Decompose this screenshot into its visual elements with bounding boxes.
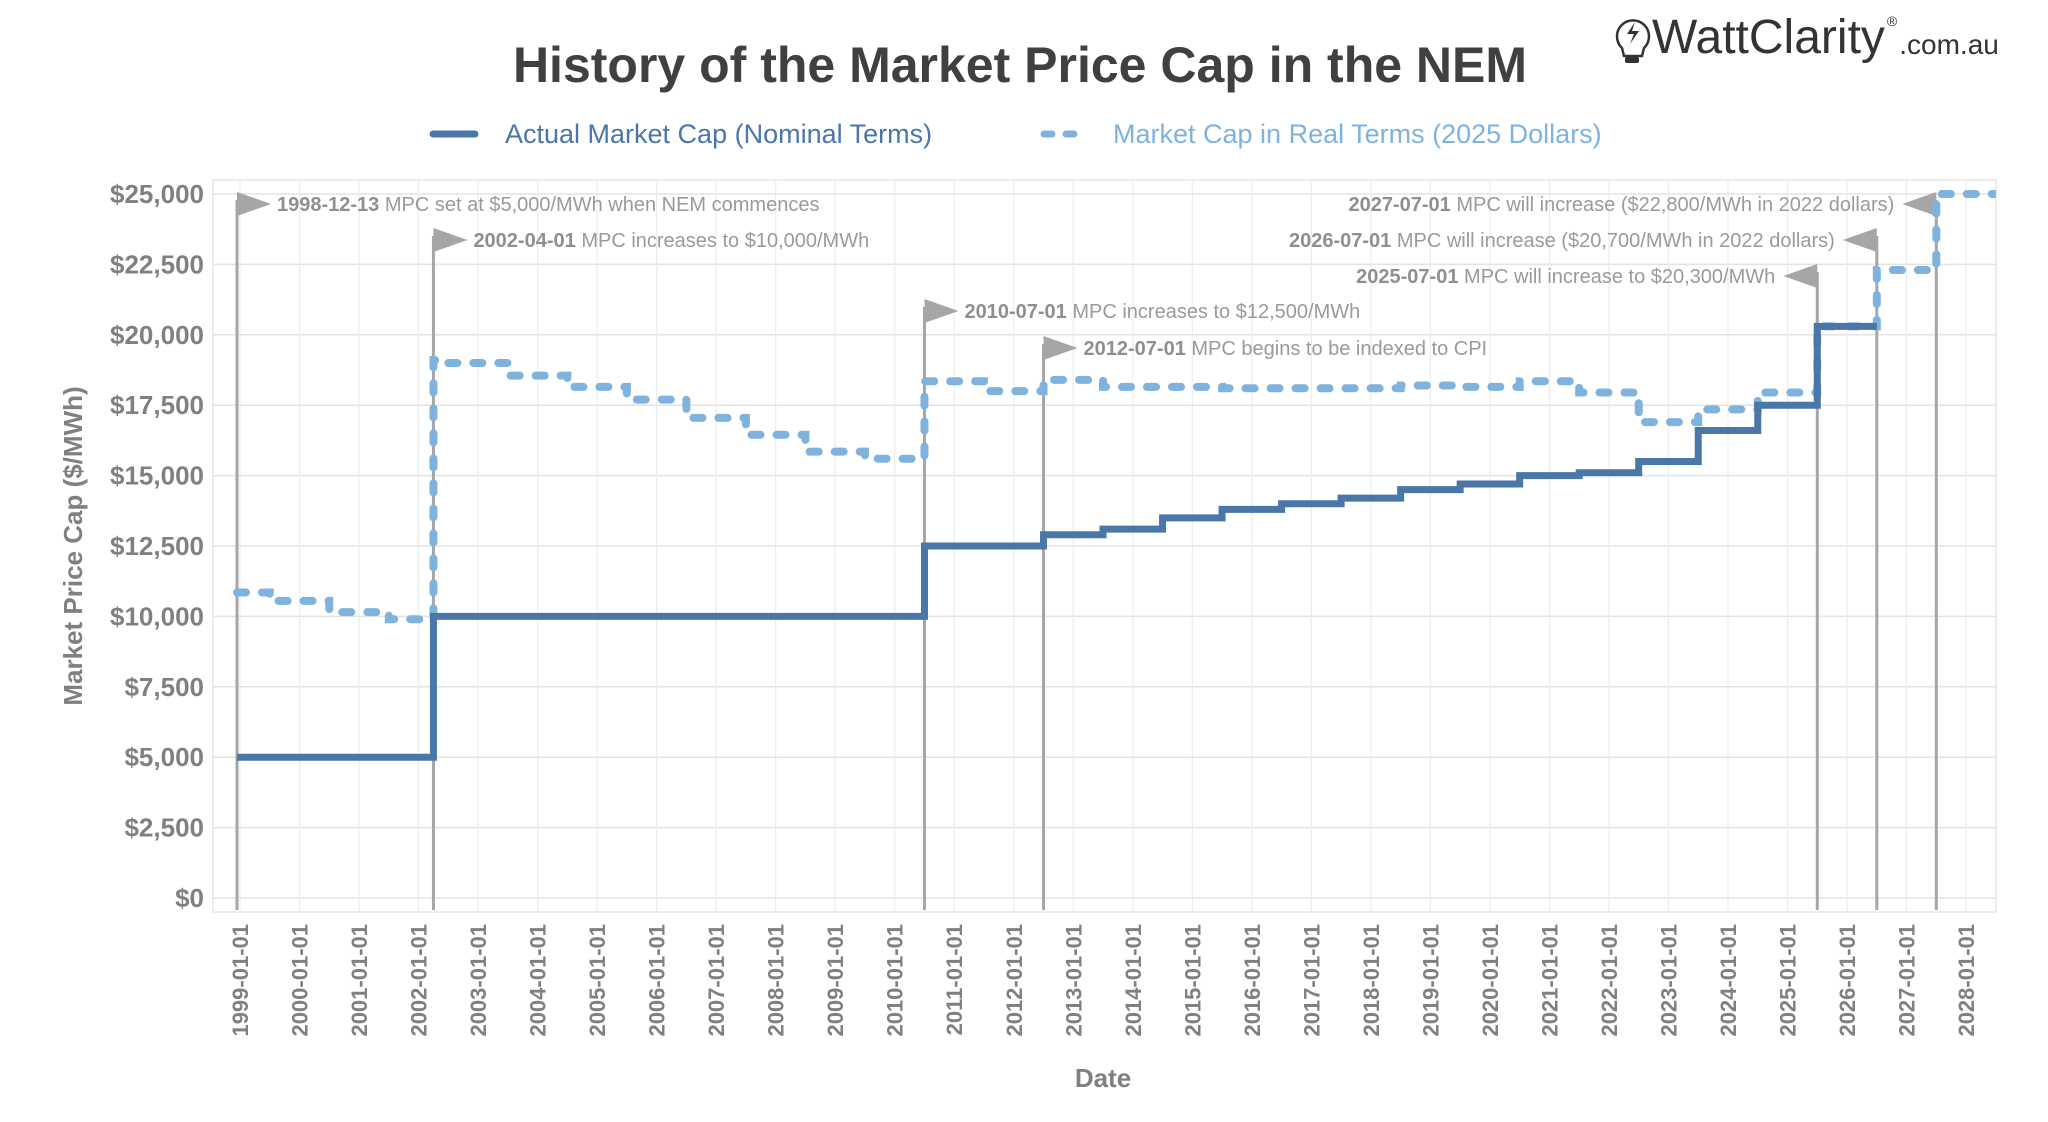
lightbulb-icon — [1615, 19, 1651, 63]
y-tick-label: $10,000 — [110, 601, 204, 631]
x-tick-label: 2007-01-01 — [704, 924, 729, 1037]
chart-title: History of the Market Price Cap in the N… — [513, 37, 1527, 93]
x-tick-label: 1999-01-01 — [228, 924, 253, 1037]
series-line-real — [232, 190, 1998, 624]
flag-icon — [1783, 264, 1818, 288]
flag-icon — [1842, 228, 1877, 252]
x-tick-label: 2016-01-01 — [1240, 924, 1265, 1037]
x-tick-label: 2002-01-01 — [407, 924, 432, 1037]
annotation-flag: 2025-07-01 MPC will increase to $20,300/… — [1356, 264, 1819, 910]
legend: Actual Market Cap (Nominal Terms) Market… — [429, 119, 1602, 149]
annotations: 1998-12-13 MPC set at $5,000/MWh when NE… — [235, 192, 1938, 910]
logo-suffix: .com.au — [1899, 29, 1999, 60]
x-tick-label: 2006-01-01 — [645, 924, 670, 1037]
x-tick-label: 2012-01-01 — [1002, 924, 1027, 1037]
x-tick-label: 2022-01-01 — [1597, 924, 1622, 1037]
logo-brand: WattClarity — [1652, 11, 1885, 64]
y-tick-label: $5,000 — [124, 742, 204, 772]
x-tick-label: 2021-01-01 — [1537, 924, 1562, 1037]
x-tick-label: 2028-01-01 — [1954, 924, 1979, 1037]
annotation-label: 2025-07-01 MPC will increase to $20,300/… — [1356, 266, 1775, 288]
series-line-nominal — [236, 322, 1877, 761]
y-tick-label: $22,500 — [110, 249, 204, 279]
annotation-label: 1998-12-13 MPC set at $5,000/MWh when NE… — [277, 194, 819, 216]
x-tick-label: 2027-01-01 — [1895, 924, 1920, 1037]
y-tick-label: $17,500 — [110, 390, 204, 420]
x-tick-label: 2008-01-01 — [764, 924, 789, 1037]
annotation-flag: 2026-07-01 MPC will increase ($20,700/MW… — [1289, 228, 1879, 910]
x-axis-ticks: 1999-01-01 2000-01-01 2001-01-01 2002-01-01… — [228, 924, 1979, 1037]
x-tick-label: 2011-01-01 — [942, 924, 967, 1035]
annotation-label: 2026-07-01 MPC will increase ($20,700/MW… — [1289, 230, 1835, 252]
x-tick-label: 2017-01-01 — [1299, 924, 1324, 1037]
x-tick-label: 2015-01-01 — [1180, 924, 1205, 1037]
legend-item-real[interactable]: Market Cap in Real Terms (2025 Dollars) — [1040, 119, 1602, 149]
logo: WattClarity ® .com.au — [1615, 11, 1999, 64]
legend-label-nominal: Actual Market Cap (Nominal Terms) — [505, 119, 932, 149]
flag-icon — [924, 299, 959, 323]
y-tick-label: $25,000 — [110, 179, 204, 209]
annotation-label: 2012-07-01 MPC begins to be indexed to C… — [1084, 338, 1488, 360]
x-tick-label: 2001-01-01 — [347, 924, 372, 1037]
annotation-flag: 1998-12-13 MPC set at $5,000/MWh when NE… — [235, 192, 819, 910]
x-tick-label: 2018-01-01 — [1359, 924, 1384, 1037]
y-axis-ticks: $0 $2,500 $5,000 $7,500 $10,000 $12,500 $15,00… — [110, 179, 204, 913]
y-tick-label: $20,000 — [110, 320, 204, 350]
x-tick-label: 2019-01-01 — [1418, 924, 1443, 1037]
x-tick-label: 2026-01-01 — [1835, 924, 1860, 1037]
annotation-flag: 2002-04-01 MPC increases to $10,000/MWh — [431, 228, 869, 910]
annotation-flag: 2012-07-01 MPC begins to be indexed to C… — [1042, 336, 1488, 910]
x-tick-label: 2009-01-01 — [823, 924, 848, 1037]
annotation-flag: 2027-07-01 MPC will increase ($22,800/MW… — [1348, 192, 1938, 910]
y-tick-label: $7,500 — [124, 672, 204, 702]
grid — [212, 179, 1997, 913]
x-tick-label: 2003-01-01 — [466, 924, 491, 1037]
x-tick-label: 2024-01-01 — [1716, 924, 1741, 1037]
flag-icon — [433, 228, 468, 252]
x-tick-label: 2013-01-01 — [1061, 924, 1086, 1037]
x-tick-label: 2023-01-01 — [1656, 924, 1681, 1037]
y-tick-label: $2,500 — [124, 813, 204, 843]
x-tick-label: 2010-01-01 — [883, 924, 908, 1037]
y-axis-title: Market Price Cap ($/MWh) — [58, 386, 88, 705]
x-tick-label: 2000-01-01 — [288, 924, 313, 1037]
legend-label-real: Market Cap in Real Terms (2025 Dollars) — [1113, 119, 1602, 149]
logo-registered: ® — [1887, 13, 1898, 29]
y-tick-label: $12,500 — [110, 531, 204, 561]
y-tick-label: $15,000 — [110, 461, 204, 491]
x-axis-title: Date — [1075, 1063, 1131, 1093]
annotation-label: 2027-07-01 MPC will increase ($22,800/MW… — [1348, 194, 1894, 216]
series — [232, 190, 1998, 761]
x-tick-label: 2020-01-01 — [1478, 924, 1503, 1037]
y-tick-label: $0 — [175, 883, 204, 913]
x-tick-label: 2014-01-01 — [1121, 924, 1146, 1037]
annotation-label: 2010-07-01 MPC increases to $12,500/MWh — [964, 301, 1360, 323]
flag-icon — [236, 192, 271, 216]
legend-item-nominal[interactable]: Actual Market Cap (Nominal Terms) — [429, 119, 932, 149]
flag-icon — [1902, 192, 1937, 216]
x-tick-label: 2004-01-01 — [526, 924, 551, 1037]
x-tick-label: 2005-01-01 — [585, 924, 610, 1037]
annotation-label: 2002-04-01 MPC increases to $10,000/MWh — [473, 230, 869, 252]
flag-icon — [1043, 336, 1078, 360]
x-tick-label: 2025-01-01 — [1776, 924, 1801, 1037]
